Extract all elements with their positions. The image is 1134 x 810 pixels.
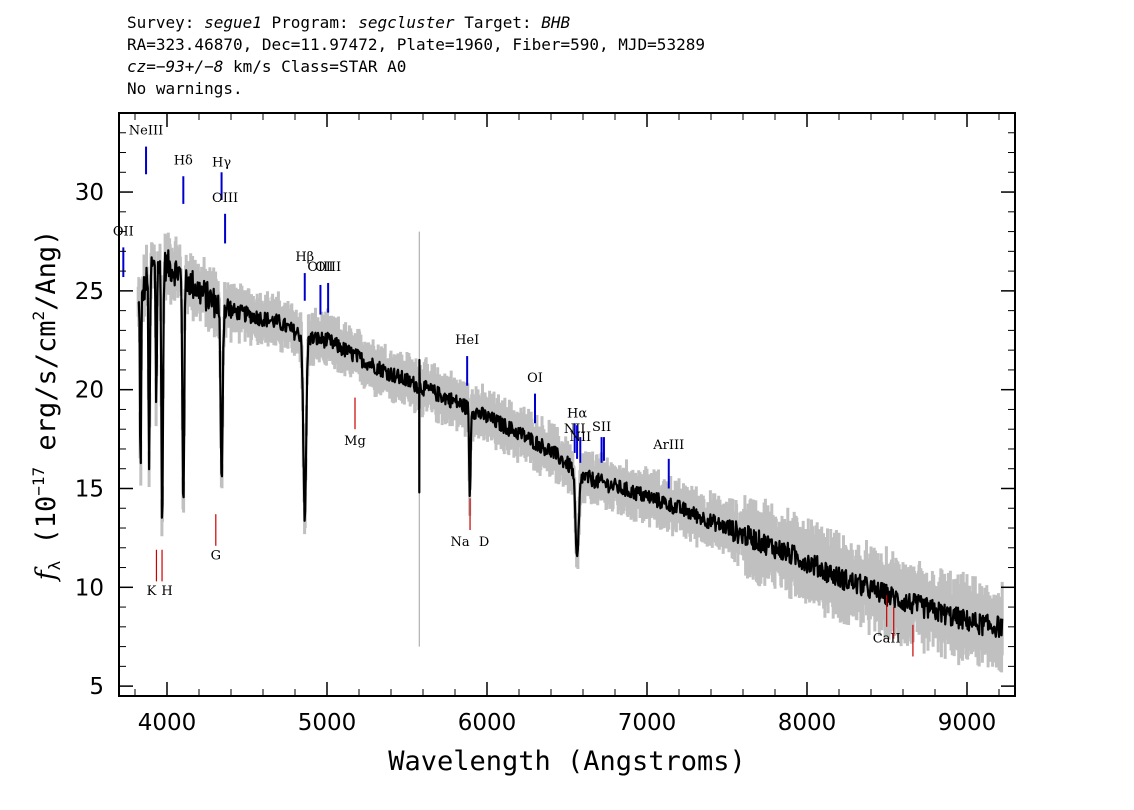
program-label: Program: xyxy=(271,13,349,32)
emission-line-label: ArIII xyxy=(652,438,684,453)
y-tick-label: 15 xyxy=(75,476,104,502)
x-tick-label: 8000 xyxy=(778,710,837,736)
y-axis-title-a: (10 xyxy=(31,496,62,561)
y-axis-title-exp1: −17 xyxy=(29,467,48,496)
absorption-line-label: K xyxy=(147,584,157,599)
emission-line-label: HeI xyxy=(455,333,479,348)
axis-ticks: 4000 5000 6000 7000 8000 9000 5 10 15 20 25 30 xyxy=(75,113,1015,736)
emission-line-label: NeIII xyxy=(129,124,163,139)
survey-value: segue1 xyxy=(204,13,262,32)
x-tick-label: 7000 xyxy=(618,710,677,736)
emission-line-label: Hβ xyxy=(295,250,314,265)
y-axis-title-exp2: 2 xyxy=(29,311,48,321)
y-axis-title-c: /Ang) xyxy=(31,230,62,311)
y-tick-label: 10 xyxy=(75,575,104,601)
flux-error-band xyxy=(136,232,1004,673)
emission-line-label: OI xyxy=(527,371,543,386)
y-axis-title-b: erg/s/cm xyxy=(31,321,62,467)
cz-prefix: cz= xyxy=(127,57,156,76)
emission-line-label: OIII xyxy=(212,191,238,206)
target-label: Target: xyxy=(464,13,532,32)
x-tick-label: 4000 xyxy=(138,710,197,736)
flux-series xyxy=(137,249,1004,638)
emission-line-label: OIII xyxy=(315,260,341,275)
emission-line-label: SII xyxy=(592,420,611,435)
x-axis-title: Wavelength (Angstroms) xyxy=(388,746,746,777)
emission-line-label: NII xyxy=(569,430,591,445)
absorption-line-label: D xyxy=(479,535,489,550)
x-tick-label: 6000 xyxy=(458,710,517,736)
emission-line-label: Hα xyxy=(567,406,587,421)
header-warnings-line: No warnings. xyxy=(127,79,243,98)
y-tick-label: 5 xyxy=(89,674,104,700)
absorption-line-label: H xyxy=(161,584,172,599)
emission-line-label: Hδ xyxy=(174,153,193,168)
y-axis-title: fλ (10−17 erg/s/cm2/Ang) xyxy=(29,230,64,583)
emission-line-label: NII xyxy=(564,422,586,437)
program-value: segcluster xyxy=(358,13,455,32)
absorption-line-label: CaII xyxy=(873,632,901,647)
x-tick-label: 5000 xyxy=(298,710,357,736)
y-axis-title-sub: λ xyxy=(45,560,64,570)
emission-line-label: Hγ xyxy=(212,155,231,170)
absorption-line-label: Mg xyxy=(344,434,366,449)
emission-line-label: OIII xyxy=(307,260,333,275)
header-survey-line: Survey: segue1 Program: segcluster Targe… xyxy=(127,12,705,34)
header-coords-line: RA=323.46870, Dec=11.97472, Plate=1960, … xyxy=(127,35,705,54)
y-tick-label: 20 xyxy=(75,378,104,404)
y-tick-label: 25 xyxy=(75,279,104,305)
flux-line xyxy=(137,249,1004,638)
plot-frame xyxy=(118,112,1016,697)
target-value: BHB xyxy=(541,13,571,32)
flux-error-segments xyxy=(136,232,1004,673)
header-redshift-line: cz=−93+/−8 km/s Class=STAR A0 xyxy=(127,56,705,78)
y-tick-label: 30 xyxy=(75,180,104,206)
survey-label: Survey: xyxy=(127,13,195,32)
cz-value: −93+/−8 xyxy=(155,57,224,76)
absorption-line-label: Na xyxy=(450,535,469,550)
cz-class: km/s Class=STAR A0 xyxy=(223,57,407,76)
x-tick-label: 9000 xyxy=(938,710,997,736)
absorption-line-label: G xyxy=(211,549,221,564)
spectrum-header: Survey: segue1 Program: segcluster Targe… xyxy=(127,12,705,100)
